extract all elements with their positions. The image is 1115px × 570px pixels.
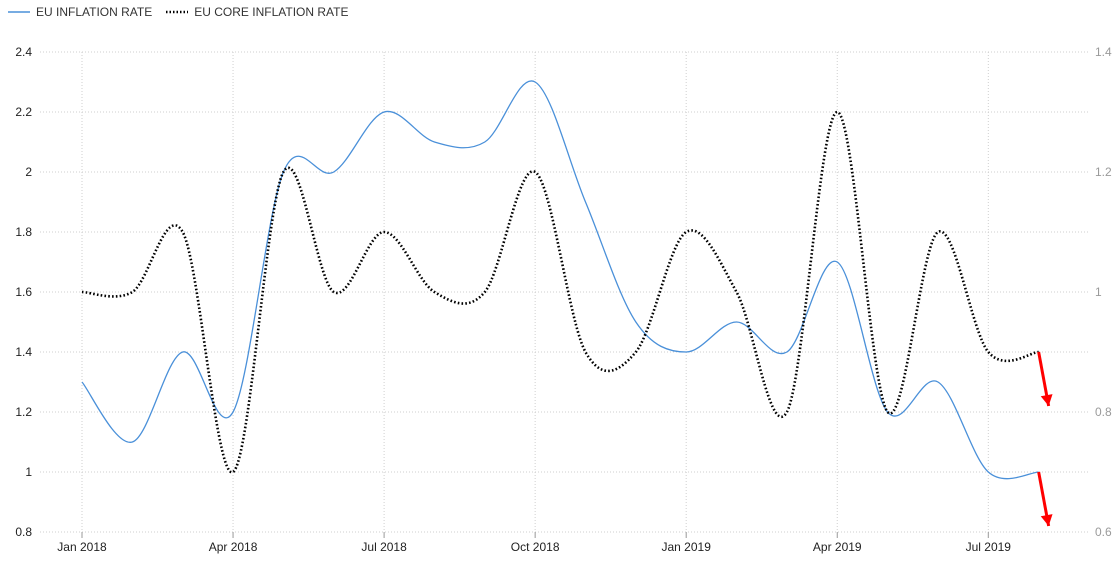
x-tick-label-4: Jan 2019 (662, 540, 712, 554)
inflation-point-1 (130, 440, 134, 444)
left-tick-label-2: 1.2 (15, 405, 32, 419)
inflation-line (81, 80, 1039, 480)
core-point-8 (483, 290, 487, 294)
inflation-point-2 (181, 350, 185, 354)
x-tick-label-3: Oct 2018 (511, 540, 560, 554)
inflation-point-14 (785, 350, 789, 354)
inflation-point-5 (332, 170, 336, 174)
right-tick-label-3: 1.2 (1095, 165, 1112, 179)
core-point-5 (332, 290, 336, 294)
legend-swatch-core-inflation (166, 10, 189, 14)
chart-legend: EU INFLATION RATE EU CORE INFLATION RATE (8, 4, 362, 20)
left-tick-label-6: 2 (25, 165, 32, 179)
left-tick-label-7: 2.2 (15, 105, 32, 119)
red-arrow-head-0 (1040, 394, 1053, 406)
core-point-6 (382, 230, 386, 234)
core-point-16 (886, 410, 890, 414)
left-tick-label-5: 1.8 (15, 225, 32, 239)
core-point-14 (785, 410, 789, 414)
x-tick-label-5: Apr 2019 (813, 540, 862, 554)
left-tick-label-4: 1.6 (15, 285, 32, 299)
series-lines (80, 80, 1039, 480)
core-point-4 (281, 170, 285, 174)
legend-item-inflation[interactable]: EU INFLATION RATE (8, 5, 152, 19)
left-y-axis: 0.8 1 1.2 1.4 1.6 1.8 2 2.2 2.4 (15, 45, 32, 539)
legend-label-core-inflation: EU CORE INFLATION RATE (194, 5, 349, 19)
inflation-point-10 (584, 200, 588, 204)
core-inflation-line (81, 110, 1039, 474)
core-point-17 (936, 230, 940, 234)
left-tick-label-8: 2.4 (15, 45, 32, 59)
inflation-point-8 (483, 140, 487, 144)
inflation-point-13 (735, 320, 739, 324)
legend-swatch-inflation (8, 11, 30, 13)
core-point-7 (432, 290, 436, 294)
right-tick-label-4: 1.4 (1095, 45, 1112, 59)
left-tick-label-1: 1 (25, 465, 32, 479)
right-tick-label-0: 0.6 (1095, 525, 1112, 539)
inflation-point-7 (432, 140, 436, 144)
core-point-11 (634, 350, 638, 354)
core-point-18 (986, 350, 990, 354)
inflation-point-0 (80, 380, 84, 384)
inflation-point-3 (231, 410, 235, 414)
core-point-0 (80, 290, 84, 294)
core-point-15 (835, 110, 839, 114)
core-point-13 (735, 290, 739, 294)
x-tick-label-1: Apr 2018 (209, 540, 258, 554)
core-point-2 (181, 230, 185, 234)
inflation-point-17 (936, 380, 940, 384)
core-point-1 (130, 290, 134, 294)
core-point-12 (684, 230, 688, 234)
core-point-10 (584, 350, 588, 354)
annotations (1037, 351, 1053, 527)
inflation-point-15 (835, 260, 839, 264)
x-tick-label-0: Jan 2018 (57, 540, 107, 554)
legend-item-core-inflation[interactable]: EU CORE INFLATION RATE (166, 5, 348, 19)
inflation-point-6 (382, 110, 386, 114)
inflation-point-12 (684, 350, 688, 354)
right-y-axis: 0.6 0.8 1 1.2 1.4 (1095, 45, 1112, 539)
grid-lines (40, 51, 1090, 533)
right-tick-label-2: 1 (1095, 285, 1102, 299)
core-point-3 (231, 470, 235, 474)
red-arrow-head-1 (1040, 514, 1053, 526)
right-tick-label-1: 0.8 (1095, 405, 1112, 419)
inflation-point-11 (634, 320, 638, 324)
left-tick-label-0: 0.8 (15, 525, 32, 539)
x-tick-label-6: Jul 2019 (966, 540, 1012, 554)
x-tick-label-2: Jul 2018 (361, 540, 407, 554)
core-point-9 (533, 170, 537, 174)
legend-label-inflation: EU INFLATION RATE (36, 5, 153, 19)
inflation-point-9 (533, 80, 537, 84)
x-axis: Jan 2018 Apr 2018 Jul 2018 Oct 2018 Jan 2019… (57, 532, 1011, 554)
inflation-point-18 (986, 470, 990, 474)
left-tick-label-3: 1.4 (15, 345, 32, 359)
